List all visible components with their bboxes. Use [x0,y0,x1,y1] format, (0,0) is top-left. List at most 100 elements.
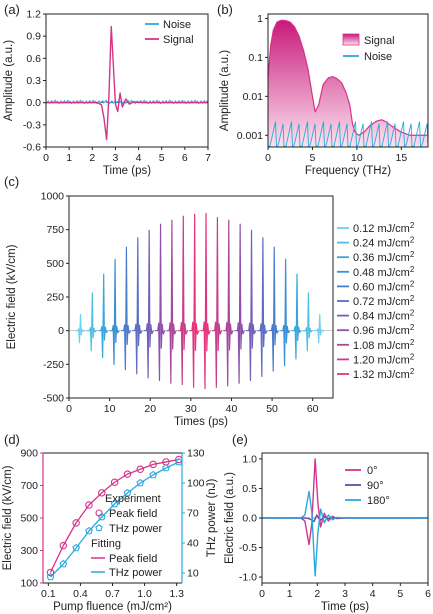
legend-fit-peak-label: Peak field [109,553,157,565]
pulse-2 [98,273,109,359]
peak-field-point [98,489,106,497]
legend-sup: 2 [410,367,415,376]
pulse-13 [223,219,234,387]
d-xtick-label: 1.0 [137,588,152,600]
peak-field-point [136,465,145,473]
e-xtick-label: 1 [287,588,293,600]
thz-power-point [85,526,93,535]
thz-power-point [162,463,170,472]
y-axis-label: Electric field (a.u.) [224,472,236,564]
c-xtick-label: 30 [185,403,197,415]
legend-label-4: 0.60 mJ/cm2 [353,279,415,293]
pulse-8 [166,219,177,384]
panel-label-b: (b) [217,2,233,17]
a-ytick-label: -0.6 [23,142,41,154]
thz-power-point [123,488,132,497]
d-left-ytick-label: 700 [20,480,38,492]
peak-field-point [46,568,55,577]
legend-noise-label: Noise [364,51,392,63]
legend-sup: 2 [410,265,415,274]
b-xtick-label: 5 [310,152,316,164]
d-right-ytick-label: 70 [187,508,199,520]
e-xtick-label: 2 [314,588,320,600]
c-ytick-label: 0 [58,325,64,337]
c-ytick-label: -500 [43,393,64,405]
a-ytick-label: 0.0 [26,97,41,109]
pulse-1 [86,292,97,352]
y-axis-label: Electric field (kV/cm) [6,244,18,349]
panel-d: (d) 0.1 0.4 0.7 1.0 1.3 100 300 500 700 900 10 40 70 1… [2,432,218,613]
pulse-14 [234,223,245,384]
pulse-6 [143,229,155,379]
legend-experiment-title: Experiment [105,493,161,505]
peak-field-point [149,460,157,469]
legend-label-10: 1.32 mJ/cm2 [353,367,415,381]
plot-frame [68,195,334,399]
panel-e: (e) 0 1 2 3 4 5 6 -1.0 -0.5 0.0 0.5 1.0 Time (ps) Elec… [224,432,431,613]
legend-thz-power-marker [95,524,103,532]
thz-power-point [72,543,81,552]
legend-label-2: 0.36 mJ/cm2 [353,250,415,264]
a-ytick-label: 0.9 [26,31,41,43]
series-line-0 [262,458,428,546]
e-xtick-label: 6 [425,588,431,600]
d-left-ytick-label: 100 [20,578,38,590]
fit-peak-field-line [49,458,179,573]
pulse-21 [314,313,325,344]
legend-noise-label: Noise [163,19,191,31]
plot-frame [267,13,429,148]
noise-spectrum-line [268,121,429,147]
b-ytick-label: 0.001 [237,130,263,142]
c-xtick-label: 10 [104,403,116,415]
peak-field-point [59,541,68,550]
legend-sup: 2 [410,221,415,230]
panel-c: (c) 0 10 20 30 40 50 60 -500 -250 0 250 500 750 1000 Ti… [4,174,415,428]
e-ytick-label: -1.0 [239,572,257,584]
d-xtick-label: 0.1 [41,588,56,600]
thz-power-point [136,478,145,487]
fit-thz-power-line [50,461,180,578]
x-axis-label: Time (ps) [321,601,369,613]
legend-peak-field-label: Peak field [109,508,157,520]
c-ytick-label: 750 [46,224,64,236]
a-xtick-label: 6 [182,152,188,164]
b-xtick-label: 0 [265,152,271,164]
panel-label-c: (c) [4,174,19,189]
y-right-axis-label: THz power (nJ) [206,479,218,558]
legend-sup: 2 [410,338,415,347]
c-xtick-label: 20 [144,403,156,415]
e-xtick-label: 0 [259,588,265,600]
thz-power-point [59,559,68,568]
pulse-18 [280,258,291,367]
pulse-0 [75,313,86,344]
pulse-16 [257,237,268,378]
legend-peak-field-marker [95,509,103,517]
pulse-5 [132,237,143,375]
pulse-3 [109,258,120,365]
legend-sup: 2 [410,323,415,332]
pulse-19 [291,273,302,360]
pulse-10 [189,213,200,388]
b-ytick-label: 0.1 [248,52,263,64]
c-xtick-label: 60 [307,403,319,415]
d-xtick-label: 1.3 [169,588,184,600]
y-axis-label: Amplitude (a.u.) [3,40,15,121]
a-xtick-label: 4 [136,152,142,164]
a-ytick-label: 1.2 [26,9,41,21]
b-ytick-label: 1 [257,13,263,25]
e-ytick-label: 0.0 [242,513,257,525]
legend-sup: 2 [410,250,415,259]
pulse-15 [246,229,257,382]
series-line-2 [262,490,428,577]
peak-field-point [85,501,93,509]
legend-label-5: 0.72 mJ/cm2 [353,294,415,308]
pulse-4 [120,246,132,371]
y-left-axis-label: Electric field (kV/cm) [2,465,14,570]
legend-signal-swatch [342,33,360,46]
peak-field-point [110,478,119,486]
legend-label-6: 0.84 mJ/cm2 [353,309,415,323]
pulse-11 [200,212,211,390]
pulse-9 [177,215,189,386]
a-xtick-label: 0 [43,152,49,164]
